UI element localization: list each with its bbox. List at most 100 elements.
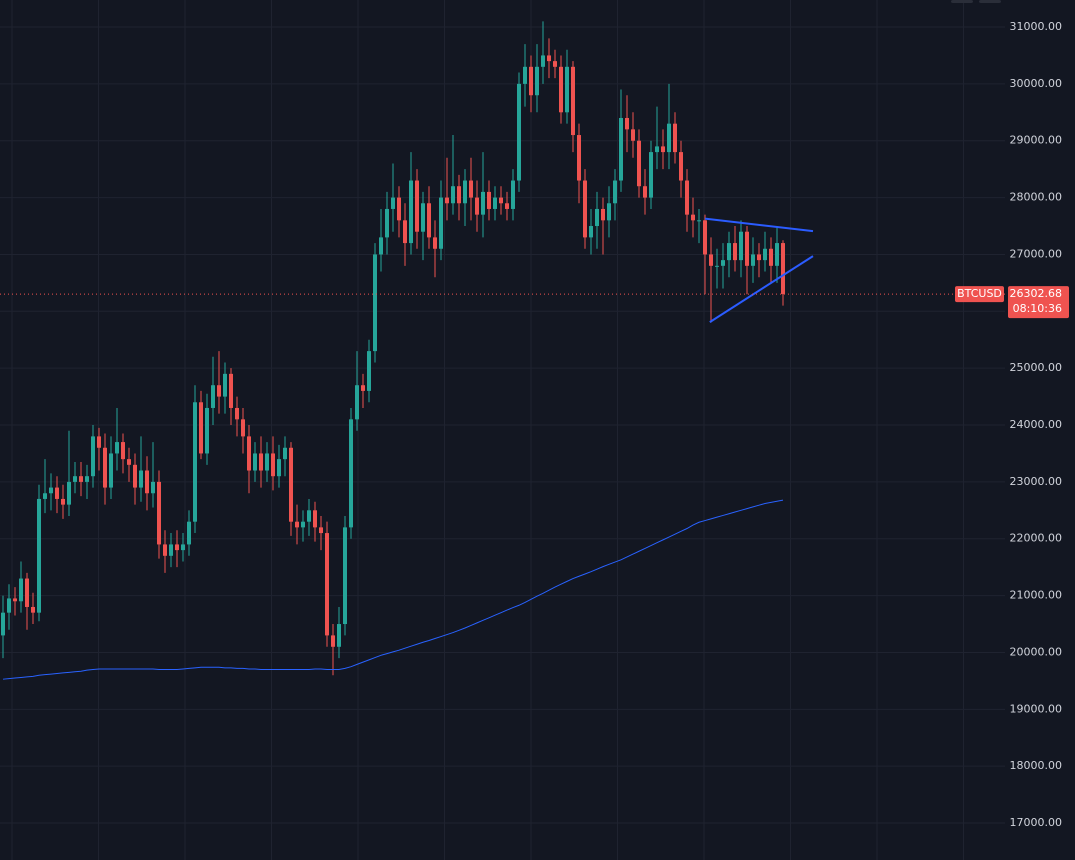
y-tick-label: 25000.00 (1010, 361, 1063, 374)
candle-body (13, 598, 17, 602)
candle-body (277, 459, 281, 477)
candle-body (85, 476, 89, 482)
candle-body (55, 487, 59, 499)
candle-body (127, 459, 131, 465)
candle-body (595, 208, 599, 227)
moving-average (2, 499, 784, 680)
y-tick-label: 31000.00 (1010, 20, 1063, 33)
candle-body (433, 237, 437, 249)
candle-body (733, 243, 737, 261)
candle-body (271, 453, 275, 477)
candle-body (667, 123, 671, 153)
candle-body (283, 447, 287, 460)
last-price-label: 26302.68 (1010, 287, 1063, 300)
candle-body (763, 248, 767, 261)
candle-body (697, 220, 701, 222)
candle-body (319, 527, 323, 534)
candle-body (577, 135, 581, 181)
candle-body (523, 66, 527, 84)
candle-body (481, 191, 485, 215)
trendline (709, 255, 814, 323)
candle-body (643, 186, 647, 198)
candle-body (247, 436, 251, 471)
candle-body (475, 197, 479, 215)
y-tick-label: 30000.00 (1010, 77, 1063, 90)
candle-body (391, 197, 395, 209)
candle-body (289, 447, 293, 522)
candle-body (379, 237, 383, 255)
candle-body (187, 521, 191, 545)
countdown-label: 08:10:36 (1013, 302, 1062, 315)
candle-body (715, 265, 719, 267)
candle-body (553, 61, 557, 67)
symbol-label: BTCUSD (957, 287, 1002, 300)
toolbar-button[interactable] (951, 0, 973, 3)
candle-body (463, 180, 467, 204)
candle-body (421, 203, 425, 232)
candle-body (529, 66, 533, 96)
candle-body (559, 66, 563, 113)
candle-body (625, 117, 629, 130)
candle-body (769, 248, 773, 266)
candle-body (415, 180, 419, 232)
candle-body (169, 544, 173, 556)
candle-body (49, 487, 53, 494)
y-tick-label: 19000.00 (1010, 702, 1063, 715)
candle-body (571, 66, 575, 136)
candle-body (469, 180, 473, 198)
candle-body (457, 186, 461, 204)
y-tick-label: 24000.00 (1010, 418, 1063, 431)
candle-body (139, 470, 143, 488)
candle-body (73, 476, 77, 482)
candle-body (175, 544, 179, 551)
toolbar-button[interactable] (979, 0, 1001, 3)
y-tick-label: 28000.00 (1010, 191, 1063, 204)
candle-body (565, 66, 569, 113)
candle-body (133, 464, 137, 488)
candle-body (427, 203, 431, 238)
candle-body (709, 254, 713, 266)
candle-body (781, 243, 785, 295)
candle-body (19, 578, 23, 602)
y-tick-label: 27000.00 (1010, 247, 1063, 260)
candle-body (217, 385, 221, 397)
candle-body (349, 419, 353, 528)
y-tick-label: 29000.00 (1010, 134, 1063, 147)
y-tick-label: 17000.00 (1010, 816, 1063, 829)
candle-body (445, 197, 449, 204)
y-tick-label: 22000.00 (1010, 532, 1063, 545)
candle-body (91, 436, 95, 477)
candle-body (331, 635, 335, 647)
candle-body (97, 436, 101, 448)
candle-body (163, 544, 167, 556)
candle-body (409, 180, 413, 244)
candle-body (151, 481, 155, 494)
candle-body (745, 231, 749, 266)
price-badge (1008, 286, 1069, 319)
candle-body (685, 180, 689, 215)
candle-body (613, 180, 617, 204)
candle-body (739, 231, 743, 261)
candle-body (547, 55, 551, 62)
candle-body (235, 407, 239, 420)
candle-body (397, 197, 401, 221)
candle-body (499, 197, 503, 204)
candle-body (67, 481, 71, 505)
candle-body (439, 197, 443, 249)
candle-body (541, 55, 545, 67)
candle-body (199, 402, 203, 454)
candle-body (631, 129, 635, 141)
y-tick-label: 23000.00 (1010, 475, 1063, 488)
candle-body (181, 544, 185, 551)
candle-body (229, 373, 233, 408)
candle-body (259, 453, 263, 471)
candle-body (679, 152, 683, 181)
candle-body (241, 419, 245, 437)
candle-body (775, 243, 779, 266)
candle-body (535, 66, 539, 96)
candle-body (493, 197, 497, 209)
candle-body (757, 254, 761, 261)
candle-body (661, 146, 665, 153)
